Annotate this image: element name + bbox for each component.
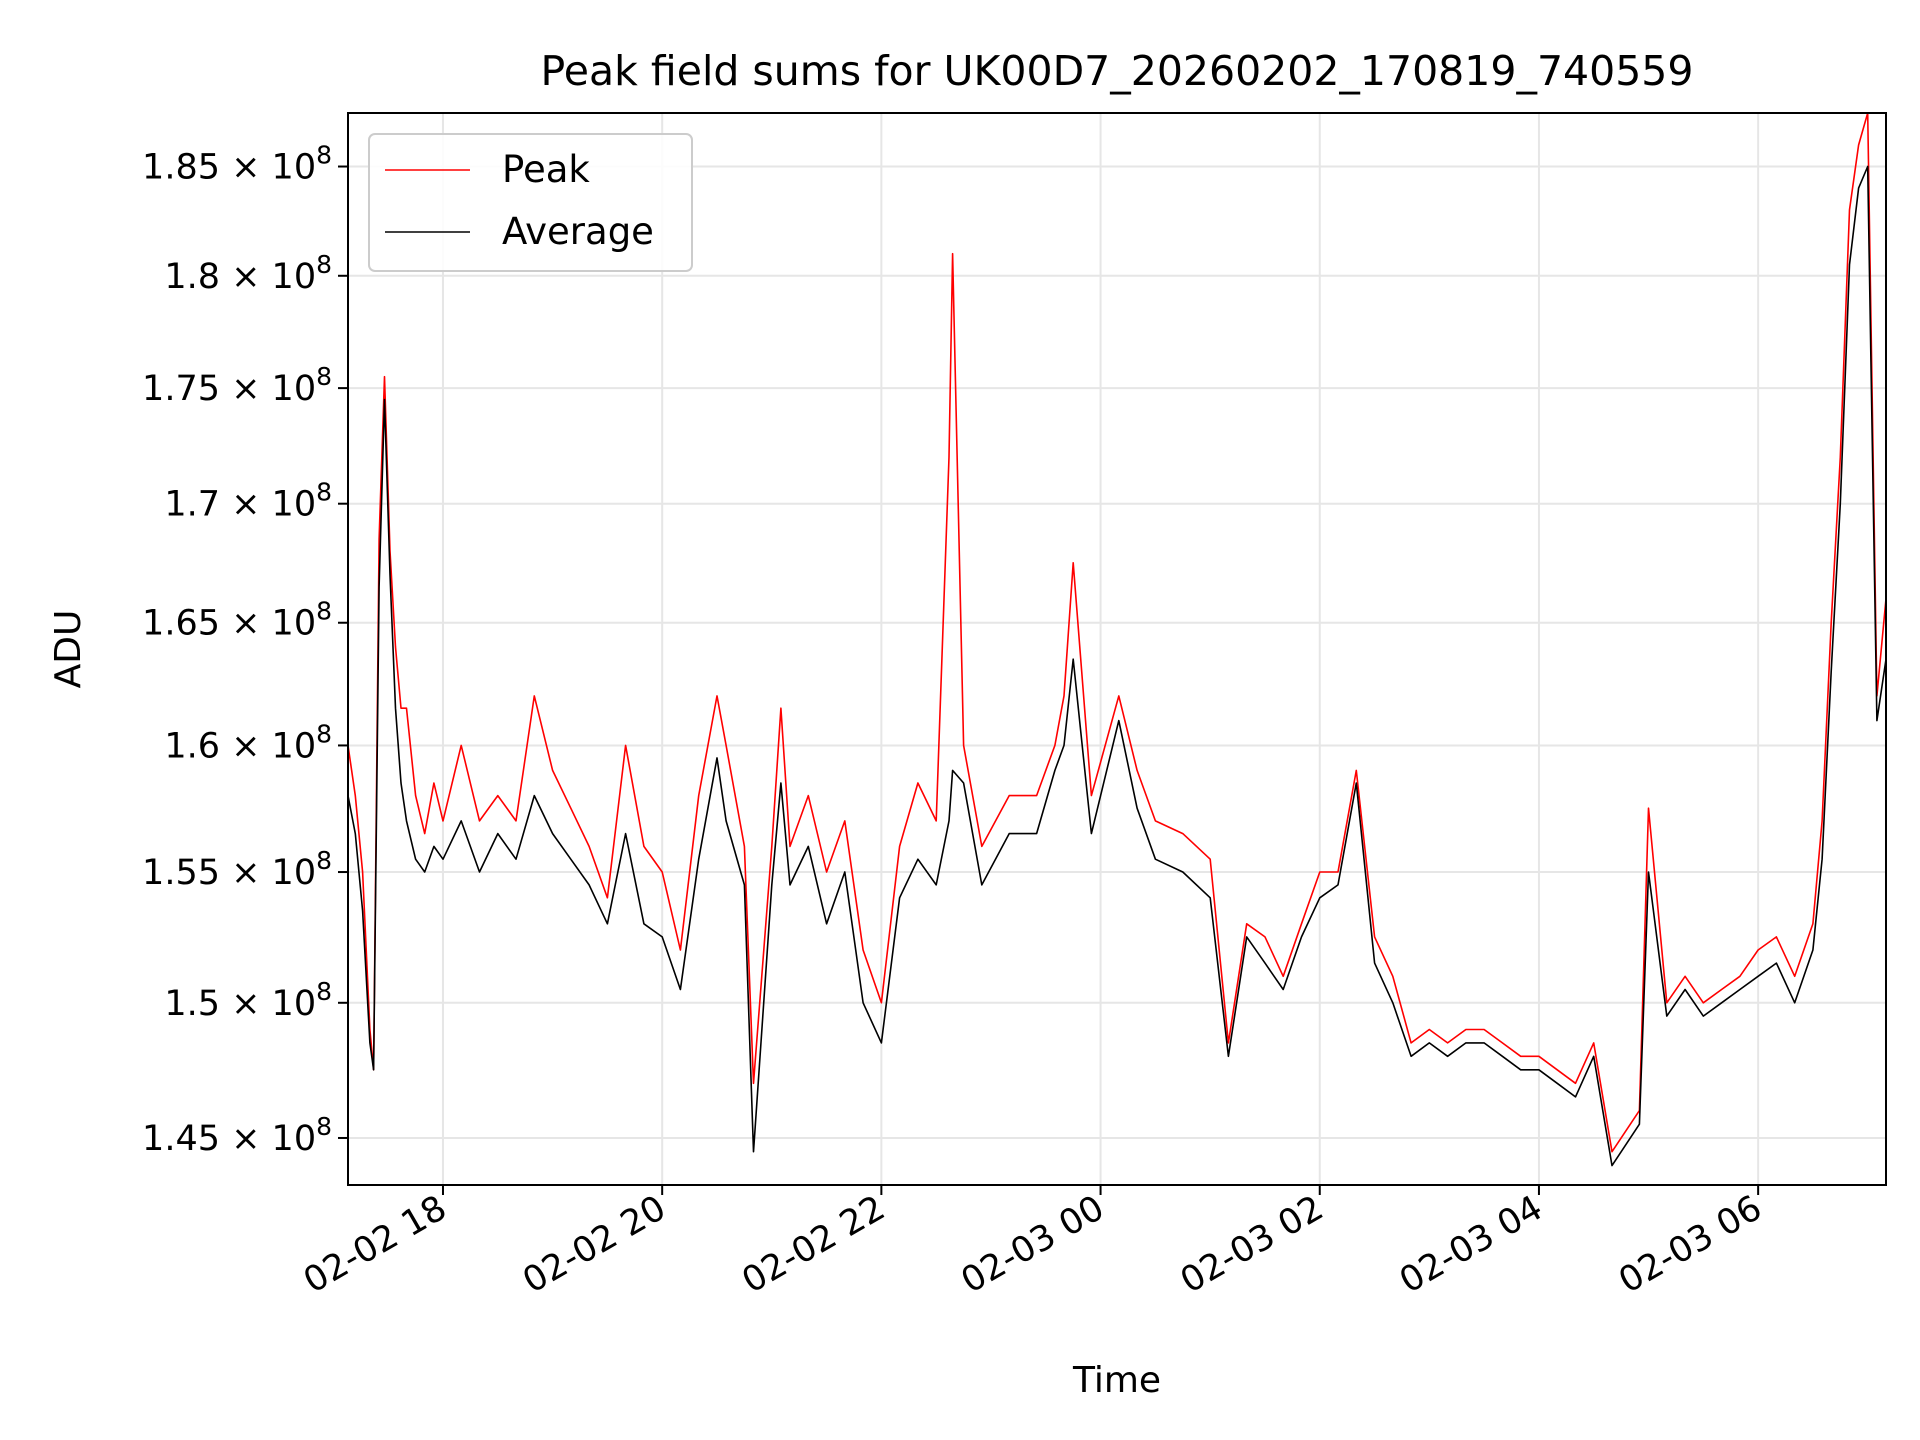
legend-label-peak: Peak bbox=[502, 148, 590, 191]
y-tick-mantissa: 1.85 × 10 bbox=[142, 148, 316, 188]
y-tick-exponent: 8 bbox=[316, 846, 332, 875]
y-tick-label: 1.65 × 108 bbox=[142, 597, 332, 644]
y-tick-exponent: 8 bbox=[316, 250, 332, 279]
legend-label-average: Average bbox=[502, 210, 654, 253]
y-tick-mantissa: 1.75 × 10 bbox=[142, 369, 316, 409]
y-tick-exponent: 8 bbox=[316, 719, 332, 748]
y-tick-label: 1.7 × 108 bbox=[164, 478, 332, 525]
legend-box bbox=[368, 133, 693, 272]
y-tick-exponent: 8 bbox=[316, 1112, 332, 1141]
y-tick-exponent: 8 bbox=[316, 362, 332, 391]
y-axis-label: ADU bbox=[48, 610, 89, 689]
legend: Peak Average bbox=[368, 133, 693, 272]
y-tick-label: 1.55 × 108 bbox=[142, 846, 332, 893]
y-tick-mantissa: 1.45 × 10 bbox=[142, 1119, 316, 1159]
y-tick-label: 1.5 × 108 bbox=[164, 977, 332, 1024]
series-line-peak bbox=[348, 113, 1886, 1153]
y-tick-mantissa: 1.65 × 10 bbox=[142, 604, 316, 644]
plot-frame bbox=[347, 112, 1887, 1186]
y-tick-exponent: 8 bbox=[316, 141, 332, 170]
y-tick-mantissa: 1.6 × 10 bbox=[164, 726, 316, 766]
x-gridlines bbox=[441, 113, 1760, 1185]
series-line-average bbox=[348, 165, 1886, 1167]
plot-area-background bbox=[348, 113, 1886, 1185]
y-tick-label: 1.75 × 108 bbox=[142, 362, 332, 409]
y-tick-mantissa: 1.7 × 10 bbox=[164, 485, 316, 525]
y-tick-mantissa: 1.8 × 10 bbox=[164, 257, 316, 297]
y-tick-exponent: 8 bbox=[316, 597, 332, 626]
y-tick-exponent: 8 bbox=[316, 977, 332, 1006]
y-tick-label: 1.45 × 108 bbox=[142, 1112, 332, 1159]
y-tick-exponent: 8 bbox=[316, 478, 332, 507]
y-tick-mantissa: 1.5 × 10 bbox=[164, 984, 316, 1024]
series-layer bbox=[348, 113, 1886, 1167]
y-tick-mantissa: 1.55 × 10 bbox=[142, 853, 316, 893]
x-axis-label: Time bbox=[1072, 1360, 1161, 1401]
y-tick-label: 1.85 × 108 bbox=[142, 141, 332, 188]
y-tick-label: 1.6 × 108 bbox=[164, 719, 332, 766]
y-tick-label: 1.8 × 108 bbox=[164, 250, 332, 297]
chart-title: Peak field sums for UK00D7_20260202_1708… bbox=[541, 47, 1694, 95]
